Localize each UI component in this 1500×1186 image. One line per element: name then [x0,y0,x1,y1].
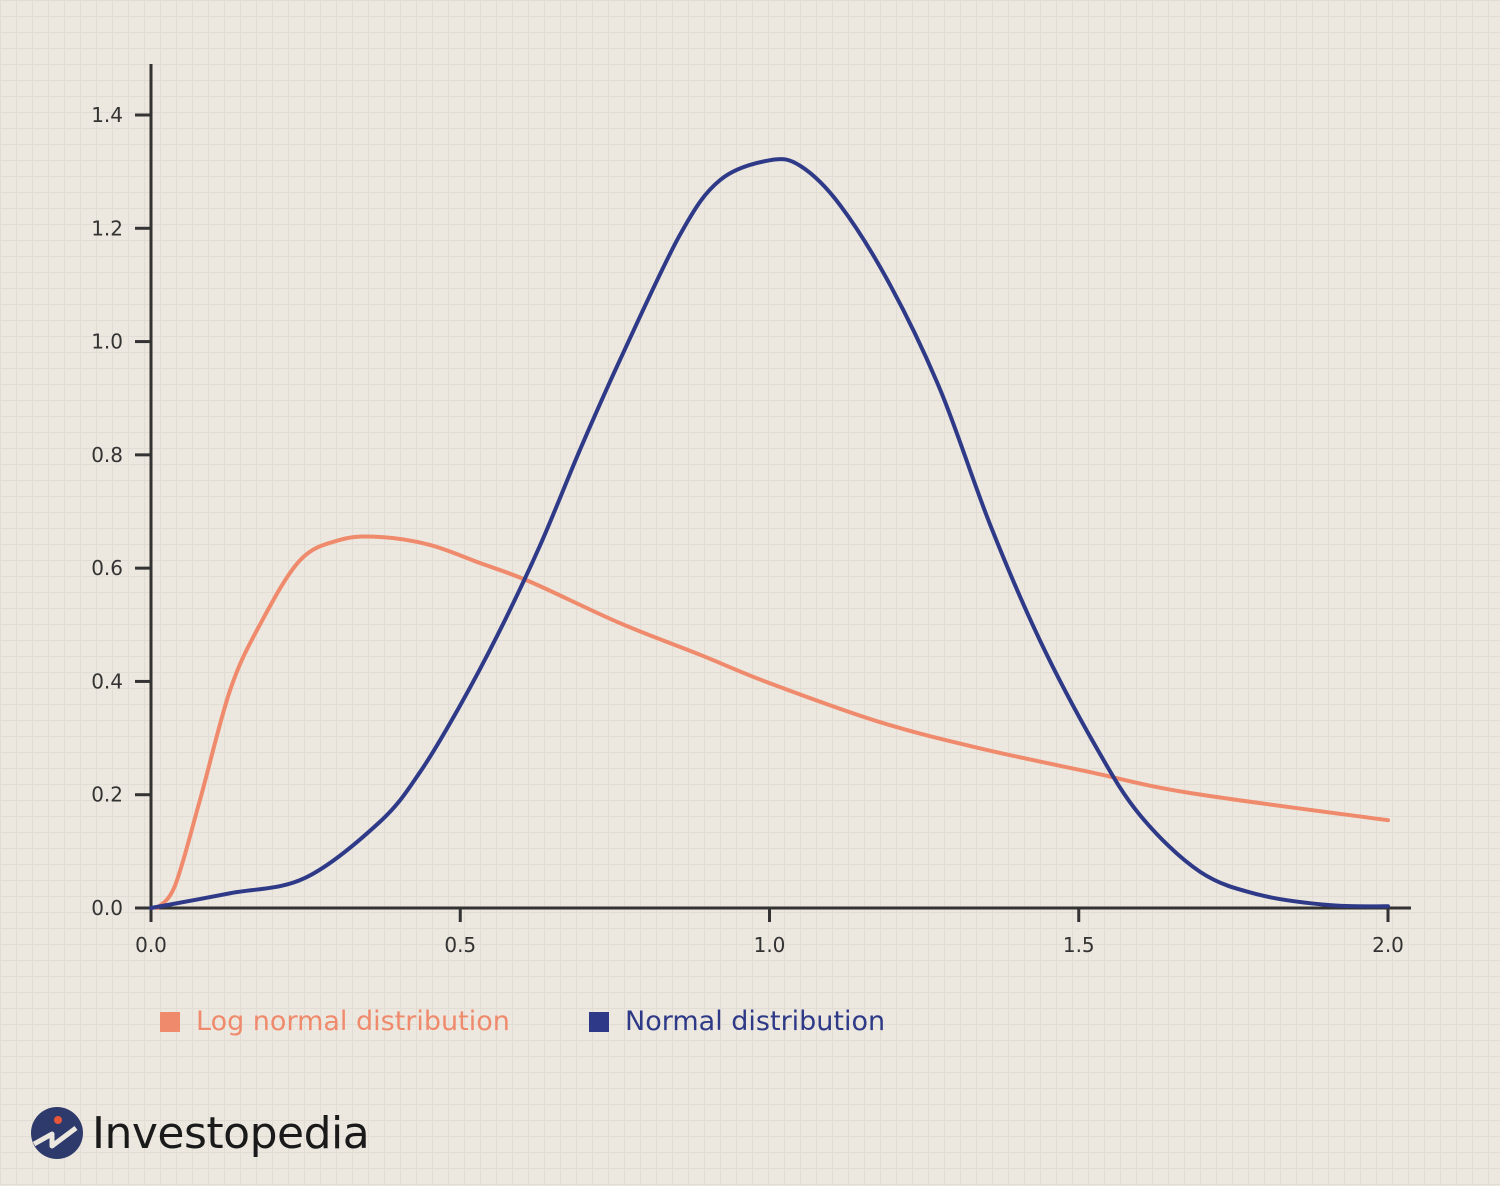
y-tick-label: 0.0 [91,896,123,920]
investopedia-logo: Investopedia [30,1106,370,1160]
legend-item-log-normal: Log normal distribution [160,1006,510,1037]
legend-label-normal: Normal distribution [625,1006,886,1037]
x-tick-label: 1.0 [754,933,786,957]
y-tick-label: 0.8 [91,443,123,467]
logo-text: Investopedia [92,1107,370,1159]
x-tick-label: 2.0 [1372,933,1404,957]
y-tick-label: 0.2 [91,783,123,807]
y-tick-label: 0.6 [91,556,123,580]
series-line-normal [149,157,1390,910]
x-tick-label: 1.5 [1063,933,1095,957]
legend-swatch-log-normal [160,1011,180,1032]
y-tick-label: 1.4 [91,103,123,127]
x-tick-label: 0.5 [444,933,476,957]
legend-item-normal: Normal distribution [589,1006,885,1037]
y-tick-label: 0.4 [91,669,123,693]
logo-icon [31,1107,83,1159]
y-tick-label: 1.2 [91,216,123,240]
legend-swatch-normal [589,1011,609,1032]
legend-label-log-normal: Log normal distribution [196,1006,510,1037]
y-tick-label: 1.0 [91,330,123,354]
x-tick-label: 0.0 [135,933,167,957]
